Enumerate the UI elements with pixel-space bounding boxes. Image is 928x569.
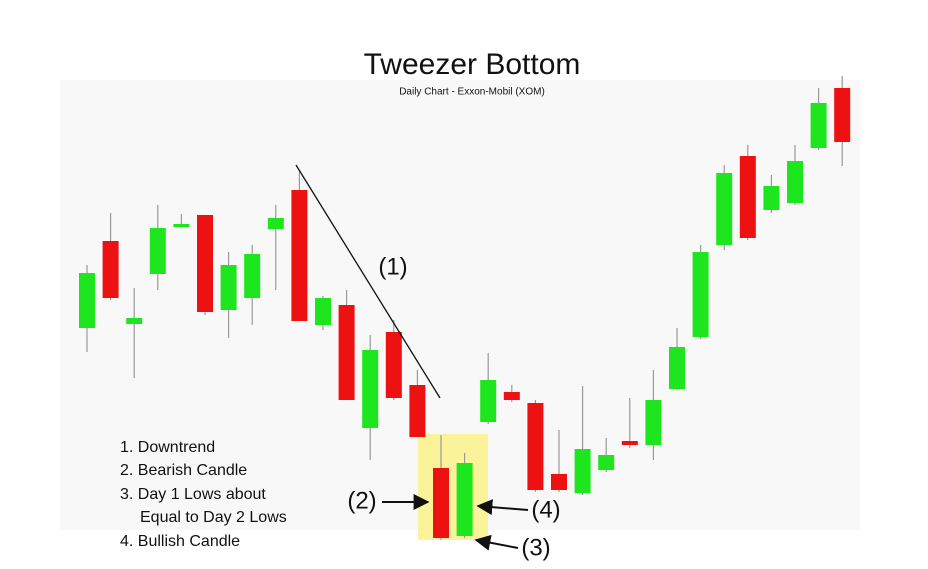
- candle-body: [173, 224, 190, 227]
- trend-line: [295, 164, 441, 399]
- annotation: (1): [378, 253, 407, 280]
- candle-body: [456, 463, 473, 536]
- note: 2. Bearish Candle: [120, 462, 247, 479]
- candle-body: [645, 400, 662, 445]
- candle-body: [739, 156, 756, 238]
- arrow: [474, 534, 519, 551]
- candle-body: [574, 449, 591, 493]
- candle-body: [102, 241, 119, 298]
- note: 4. Bullish Candle: [120, 533, 240, 550]
- candle-body: [385, 332, 402, 398]
- annotation: (2): [347, 487, 376, 514]
- candle-body: [692, 252, 709, 337]
- annotation: (4): [531, 496, 560, 523]
- candle-body: [362, 350, 379, 428]
- note: Equal to Day 2 Lows: [140, 509, 287, 526]
- candles: [79, 76, 851, 540]
- candle-body: [244, 254, 261, 298]
- candle-body: [763, 186, 780, 210]
- candle-body: [315, 298, 331, 325]
- arrow: [476, 499, 529, 516]
- candle-body: [834, 88, 851, 142]
- note: 3. Day 1 Lows about: [120, 486, 266, 503]
- candle-body: [433, 468, 449, 538]
- candle-body: [126, 318, 143, 324]
- candle-body: [480, 380, 497, 422]
- candle-body: [503, 392, 520, 400]
- chart-title: Tweezer Bottom: [364, 48, 581, 81]
- candle-body: [338, 305, 355, 400]
- candle-body: [810, 103, 827, 148]
- annotation: (3): [521, 534, 550, 561]
- chart-subtitle: Daily Chart - Exxon-Mobil (XOM): [399, 87, 545, 98]
- candle-body: [787, 161, 803, 203]
- candle-body: [598, 455, 615, 470]
- candle-body: [220, 265, 237, 310]
- candle-body: [409, 385, 426, 437]
- candle-body: [551, 474, 567, 490]
- note: 1. Downtrend: [120, 439, 215, 456]
- candle-body: [716, 173, 733, 245]
- candle-body: [149, 228, 166, 274]
- candle-body: [527, 403, 544, 490]
- candle-body: [197, 215, 213, 312]
- candle-body: [669, 347, 685, 389]
- candle-body: [621, 441, 638, 445]
- highlight-box: [418, 434, 488, 540]
- candle-body: [291, 190, 308, 321]
- candle-body: [79, 273, 95, 328]
- candle-body: [267, 218, 284, 229]
